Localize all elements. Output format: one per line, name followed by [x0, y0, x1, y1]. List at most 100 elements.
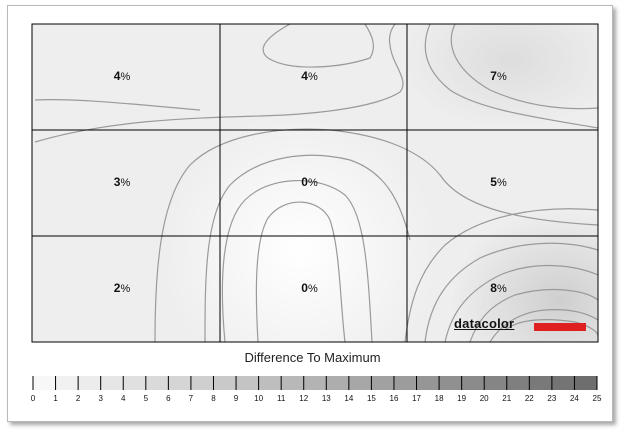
legend-tick-label: 1: [53, 394, 58, 403]
legend-swatch: [506, 376, 530, 390]
cell-value-label: 4%: [280, 69, 340, 83]
contour-lines: [34, 24, 598, 342]
legend-swatch: [33, 376, 56, 390]
legend-tick-label: 11: [277, 394, 286, 403]
dark-region-top-right: [400, 24, 598, 130]
legend-swatch: [190, 376, 214, 390]
cell-value-label: 8%: [469, 281, 529, 295]
legend-tick-label: 24: [569, 394, 579, 403]
contour-line: [450, 24, 598, 110]
cell-value: 4: [113, 69, 121, 83]
cell-value-label: 2%: [92, 281, 152, 295]
legend-tick-label: 14: [344, 394, 354, 403]
contour-line: [489, 309, 598, 342]
legend-tick-label: 4: [121, 394, 126, 403]
contour-line: [469, 288, 598, 342]
legend-tick-label: 12: [299, 394, 309, 403]
legend-tick-label: 21: [502, 394, 512, 403]
cell-unit: %: [496, 283, 507, 295]
legend-tick-label: 13: [321, 394, 331, 403]
contour-line: [504, 319, 598, 337]
legend-tick-label: 17: [412, 394, 421, 403]
cell-value: 2: [113, 281, 121, 295]
cell-value-label: 5%: [469, 175, 529, 189]
legend-tick-label: 2: [75, 394, 81, 403]
legend-tick-label: 3: [98, 394, 103, 403]
legend-title: Difference To Maximum: [244, 350, 381, 365]
legend-swatch: [484, 376, 507, 390]
legend-swatch: [100, 376, 124, 390]
legend-tick-label: 19: [457, 394, 467, 403]
cell-unit: %: [307, 177, 318, 189]
cell-value-label: 7%: [469, 69, 529, 83]
legend-swatch: [326, 376, 349, 390]
grid-lines: [31, 23, 599, 343]
cell-value: 5: [490, 175, 497, 189]
cell-value: 7: [490, 69, 497, 83]
legend-swatch: [461, 376, 485, 390]
legend-tick-label: 15: [366, 394, 376, 403]
legend-swatch: [439, 376, 462, 390]
legend-swatch: [145, 376, 169, 390]
legend-tick-label: 20: [479, 394, 489, 403]
legend-swatch: [55, 376, 79, 390]
cell-value-label: 0%: [280, 281, 340, 295]
contour-line: [444, 264, 598, 342]
cell-value: 0: [301, 281, 308, 295]
brand-red-rect: [534, 323, 586, 331]
contour-line: [424, 242, 598, 342]
brand-name: datacolor: [454, 316, 515, 331]
legend-tick-label: 6: [166, 394, 171, 403]
brand-red-bar: [534, 323, 586, 331]
legend-tick-label: 8: [211, 394, 216, 403]
legend-swatch: [281, 376, 304, 390]
contour-line: [34, 24, 404, 143]
contour-line: [34, 99, 201, 111]
legend-swatch: [78, 376, 101, 390]
bright-region: [160, 110, 440, 342]
legend-swatch: [371, 376, 394, 390]
legend-tick-label: 7: [188, 394, 194, 403]
cell-value: 3: [113, 175, 121, 189]
legend-tick-label: 16: [389, 394, 399, 403]
legend-swatch: [258, 376, 282, 390]
cell-value: 4: [301, 69, 308, 83]
contour-line: [255, 201, 346, 342]
legend-swatch: [213, 376, 237, 390]
legend-swatch: [348, 376, 372, 390]
cell-unit: %: [307, 283, 318, 295]
cell-unit: %: [496, 177, 507, 189]
cell-value-label: 4%: [92, 69, 152, 83]
legend-swatch: [574, 376, 597, 390]
legend-swatch: [303, 376, 327, 390]
cell-value-label: 3%: [92, 175, 152, 189]
legend-swatch: [393, 376, 417, 390]
brand-logo: datacolor: [452, 316, 588, 336]
cell-value: 8: [490, 281, 497, 295]
contour-line: [424, 24, 598, 129]
legend-tick-label: 10: [254, 394, 264, 403]
legend-swatch: [168, 376, 191, 390]
contour-line: [204, 154, 411, 342]
cell-unit: %: [496, 71, 507, 83]
legend-color-scale: [32, 376, 598, 390]
cell-unit: %: [120, 177, 131, 189]
legend-swatch: [551, 376, 575, 390]
legend-tick-label: 0: [30, 394, 36, 403]
contour-line: [221, 179, 373, 342]
map-border: [31, 23, 599, 343]
cell-unit: %: [307, 71, 318, 83]
legend-tick-label: 5: [143, 394, 149, 403]
legend-swatch: [416, 376, 440, 390]
contour-line: [262, 24, 374, 68]
legend-tick-label: 22: [524, 394, 534, 403]
legend-tick-label: 9: [233, 394, 239, 403]
legend-swatch: [529, 376, 552, 390]
cell-value-label: 0%: [280, 175, 340, 189]
contour-line: [404, 208, 598, 342]
cell-value: 0: [301, 175, 308, 189]
cell-unit: %: [120, 71, 131, 83]
cell-unit: %: [120, 283, 131, 295]
legend-tick-label: 25: [592, 394, 602, 403]
